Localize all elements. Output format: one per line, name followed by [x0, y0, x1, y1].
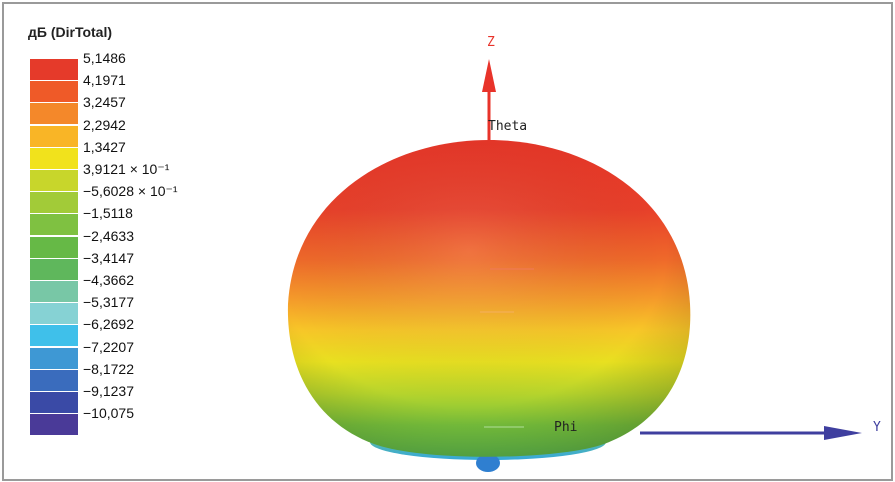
legend-level-label: 2,2942 — [83, 116, 126, 133]
color-swatch — [30, 369, 78, 391]
color-swatch — [30, 125, 78, 147]
legend-level-label: 3,2457 — [83, 94, 126, 111]
z-axis-arrow — [482, 59, 496, 92]
legend-level-label: 5,1486 — [83, 50, 126, 66]
legend-level-label: −1,5118 — [83, 205, 133, 222]
legend-level-label: −5,6028 × 10⁻¹ — [83, 183, 178, 200]
color-swatch — [30, 258, 78, 280]
color-swatch — [30, 236, 78, 258]
color-swatch — [30, 147, 78, 169]
legend-level-label: −2,4633 — [83, 227, 134, 244]
color-swatch — [30, 347, 78, 369]
color-swatch — [30, 281, 78, 302]
color-swatch — [30, 214, 78, 236]
color-swatch — [30, 192, 78, 214]
y-axis-label: Y — [873, 420, 881, 435]
z-axis-label: Z — [487, 35, 495, 50]
y-axis-arrow — [824, 426, 862, 440]
legend-level-label: −7,2207 — [83, 338, 134, 355]
phi-label: Phi — [554, 420, 577, 435]
color-swatch — [30, 392, 78, 413]
back-lobe — [476, 454, 500, 472]
color-swatch — [30, 59, 78, 80]
color-swatch — [30, 170, 78, 191]
legend-level-label: −5,3177 — [83, 294, 134, 311]
legend-level-label: −4,3662 — [83, 272, 134, 288]
color-swatch — [30, 325, 78, 347]
color-swatch — [30, 81, 78, 103]
legend-level-label: −8,1722 — [83, 360, 134, 377]
legend-title: дБ (DirTotal) — [28, 24, 113, 40]
3d-radiation-plot: Z Theta Y Phi — [287, 35, 881, 472]
legend-level-label: 4,1971 — [83, 72, 126, 89]
legend-level-label: −3,4147 — [83, 249, 134, 266]
legend-level-label: −10,075 — [83, 405, 134, 422]
color-swatch — [30, 303, 78, 325]
theta-label: Theta — [488, 119, 527, 134]
legend-level-label: 3,9121 × 10⁻¹ — [83, 161, 170, 177]
legend-level-label: −9,1237 — [83, 383, 134, 399]
color-swatch — [30, 103, 78, 125]
legend-level-label: 1,3427 — [83, 138, 126, 155]
color-scale-bar — [30, 59, 78, 437]
legend-level-label: −6,2692 — [83, 316, 134, 333]
color-swatch — [30, 414, 78, 436]
